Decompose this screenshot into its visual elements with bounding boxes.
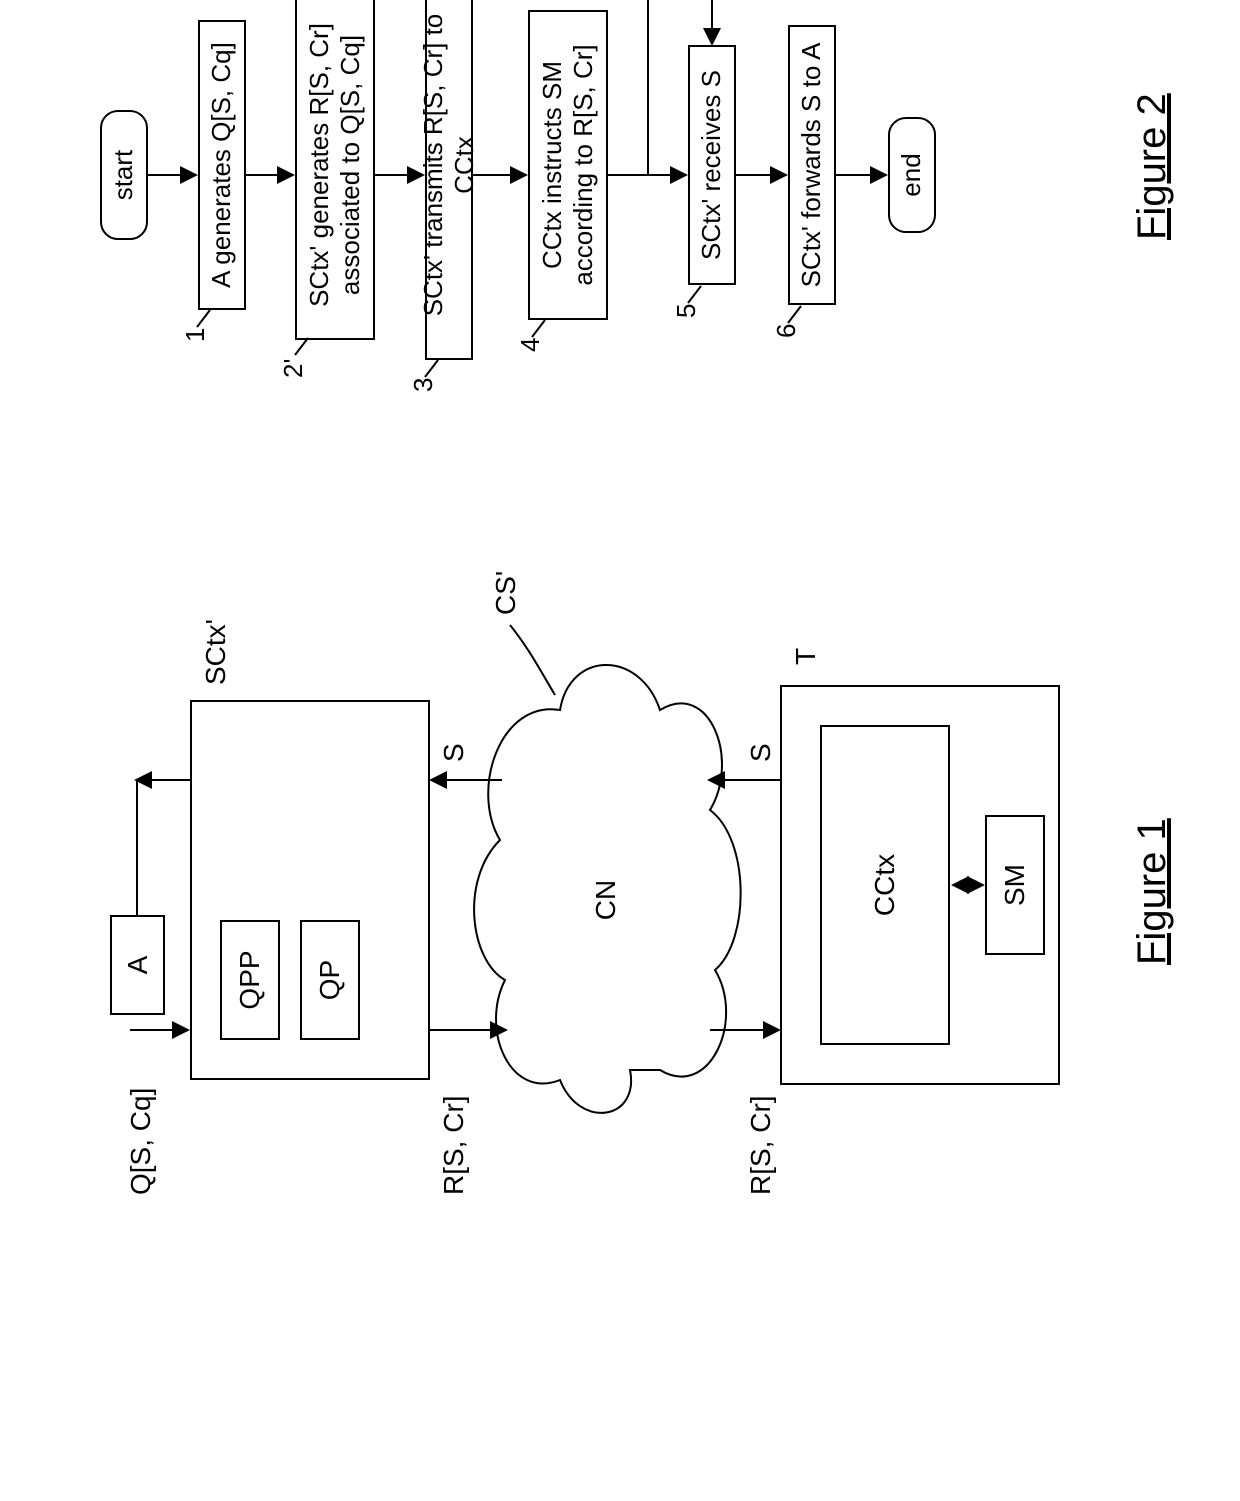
s-bot-label: S <box>745 743 777 762</box>
step-n2: 2' <box>278 359 309 378</box>
qpp-label: QPP <box>234 950 266 1009</box>
a-box: A <box>110 915 165 1015</box>
flow-s3: SCtx' transmits R[S, Cr] to CCtx <box>425 0 473 360</box>
cctx-label: CCtx <box>869 854 901 916</box>
qscq-label: Q[S, Cq] <box>125 1088 157 1195</box>
flow-s1: A generates Q[S, Cq] <box>198 20 246 310</box>
qp-box: QP <box>300 920 360 1040</box>
step-n4: 4 <box>515 338 546 352</box>
a-label: A <box>122 956 154 975</box>
flow-s1-label: A generates Q[S, Cq] <box>206 42 237 288</box>
flow-start: start <box>100 110 148 240</box>
flow-s6: SCtx' forwards S to A <box>788 25 836 305</box>
rscr-mid-label: R[S, Cr] <box>438 1095 470 1195</box>
flow-start-label: start <box>108 150 139 201</box>
rotated-canvas: A QPP QP CCtx SM Q[S, Cq] R[S, Cr] R[S, … <box>0 0 1240 1240</box>
qp-label: QP <box>314 960 346 1000</box>
flow-s2-label: SCtx' generates R[S, Cr] associated to Q… <box>304 23 366 307</box>
flow-end: end <box>888 117 936 233</box>
sm-label: SM <box>999 864 1031 906</box>
figure1-title: Figure 1 <box>1130 818 1175 965</box>
qpp-box: QPP <box>220 920 280 1040</box>
flow-s2: SCtx' generates R[S, Cr] associated to Q… <box>295 0 375 340</box>
flow-s4-label: CCtx instructs SM according to R[S, Cr] <box>537 44 599 285</box>
flow-s4: CCtx instructs SM according to R[S, Cr] <box>528 10 608 320</box>
flow-s6-label: SCtx' forwards S to A <box>796 43 827 288</box>
step-n1: 1 <box>180 328 211 342</box>
cctx-box: CCtx <box>820 725 950 1045</box>
step-n5: 5 <box>671 304 702 318</box>
sm-box: SM <box>985 815 1045 955</box>
rscr-bot-label: R[S, Cr] <box>745 1095 777 1195</box>
cn-label: CN <box>590 880 621 920</box>
t-label: T <box>790 648 822 665</box>
flow-s3-label: SCtx' transmits R[S, Cr] to CCtx <box>418 0 480 348</box>
flow-s5: SCtx' receives S <box>688 45 736 285</box>
sctx-label: SCtx' <box>200 619 232 685</box>
s-mid-label: S <box>438 743 470 762</box>
step-n3: 3 <box>408 378 439 392</box>
flow-end-label: end <box>896 153 927 196</box>
figure2-title: Figure 2 <box>1130 93 1175 240</box>
flow-s5-label: SCtx' receives S <box>696 70 727 260</box>
cs-label: CS' <box>490 571 522 615</box>
step-n6: 6 <box>771 324 802 338</box>
